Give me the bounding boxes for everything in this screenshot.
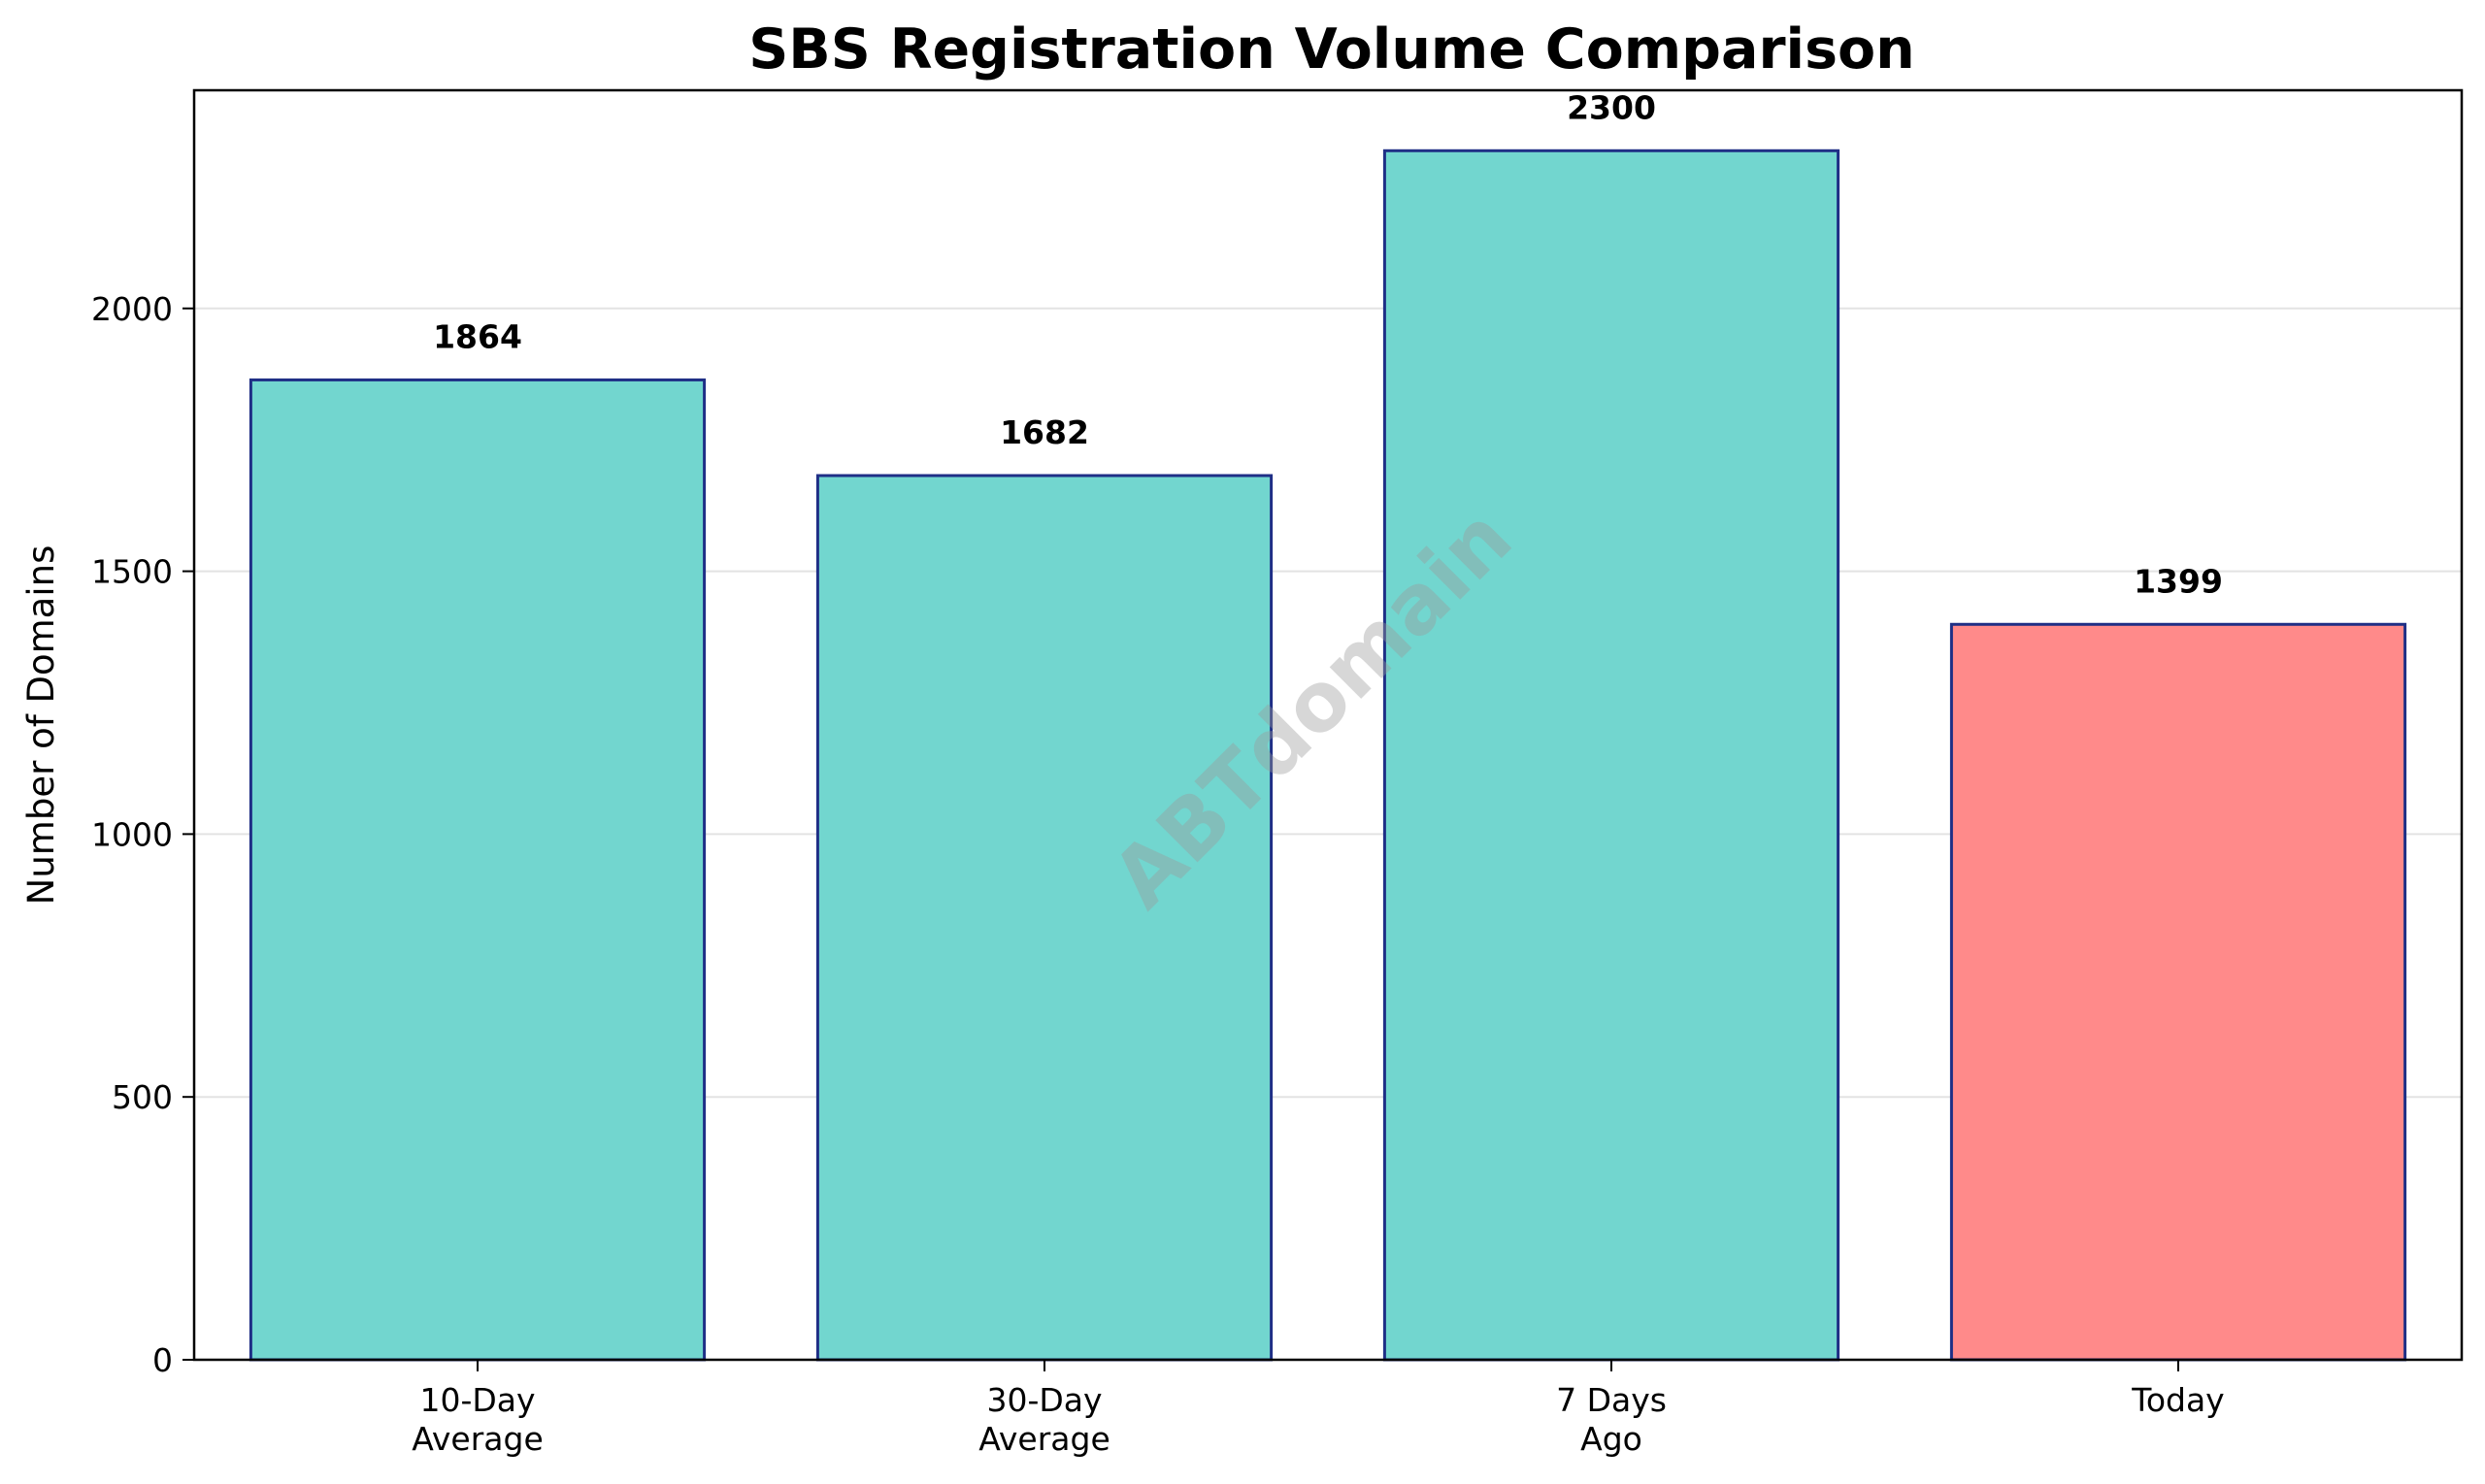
x-tick-label: 30-Day Average bbox=[978, 1381, 1110, 1458]
data-labels: 1864 1682 2300 1399 bbox=[433, 88, 2223, 600]
x-tick-label-line: 30-Day bbox=[986, 1381, 1102, 1419]
x-tick-label: 10-Day Average bbox=[412, 1381, 544, 1458]
y-tick-label: 500 bbox=[112, 1078, 173, 1116]
x-tick-label: Today bbox=[2131, 1381, 2224, 1419]
x-tick-label-line: Average bbox=[412, 1420, 544, 1458]
y-tick-label: 0 bbox=[152, 1341, 173, 1379]
data-label: 1864 bbox=[433, 317, 522, 355]
x-tick-label-line: Average bbox=[978, 1420, 1110, 1458]
y-tick-label: 1500 bbox=[91, 553, 173, 591]
x-tick-label-line: 7 Days bbox=[1556, 1381, 1667, 1419]
y-tick-label: 1000 bbox=[91, 815, 173, 853]
bar bbox=[248, 378, 707, 1362]
bar bbox=[1949, 622, 2407, 1362]
y-axis-label: Number of Domains bbox=[20, 545, 62, 906]
bars bbox=[248, 148, 2407, 1362]
chart-title: SBS Registration Volume Comparison bbox=[748, 17, 1915, 82]
x-tick-label-line: Today bbox=[2131, 1381, 2224, 1419]
bar bbox=[815, 474, 1274, 1362]
x-tick-label: 7 Days Ago bbox=[1556, 1381, 1667, 1458]
x-tick-label-line: Ago bbox=[1580, 1420, 1642, 1458]
x-tick-label-line: 10-Day bbox=[419, 1381, 535, 1419]
data-label: 1399 bbox=[2134, 562, 2223, 600]
bar bbox=[1382, 148, 1840, 1362]
y-tick-label: 2000 bbox=[91, 290, 173, 328]
data-label: 2300 bbox=[1567, 88, 1656, 126]
data-label: 1682 bbox=[1000, 413, 1089, 451]
plot-frame bbox=[192, 88, 2464, 1362]
